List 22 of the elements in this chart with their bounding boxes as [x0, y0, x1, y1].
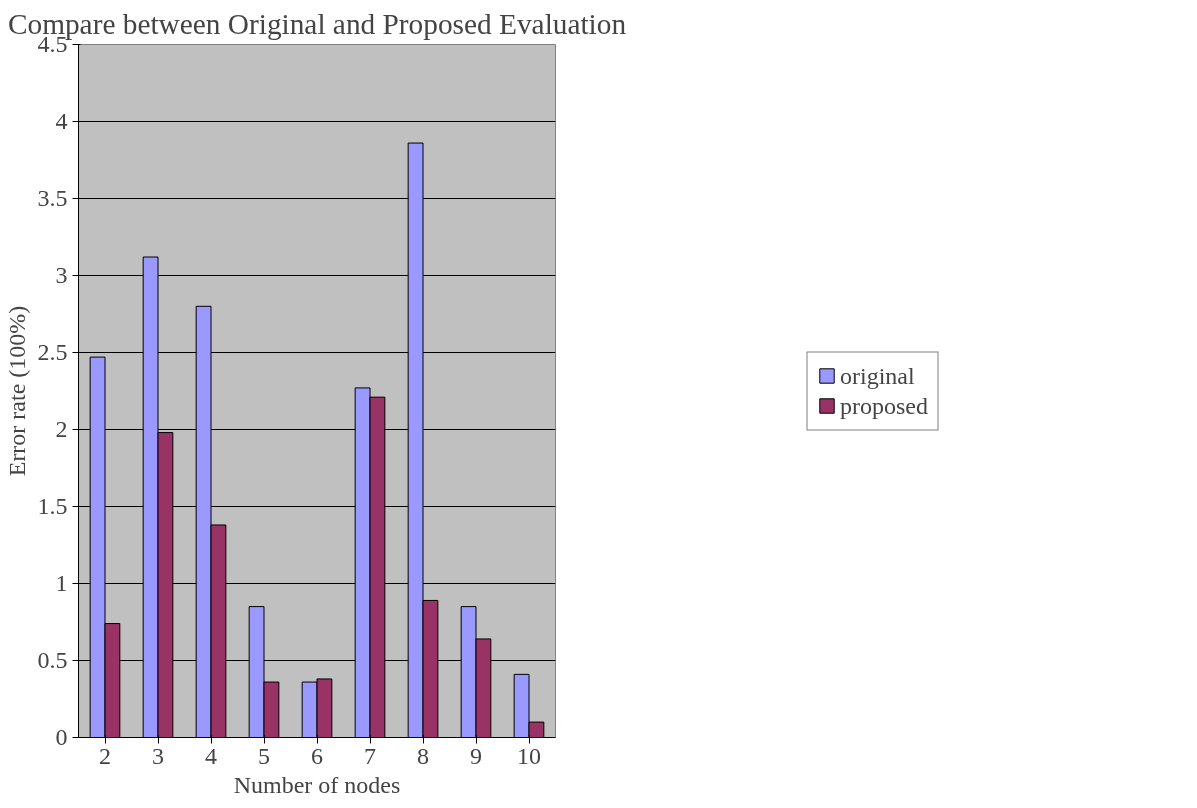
- x-tick-label: 9: [470, 742, 482, 769]
- x-tick-label: 4: [205, 742, 217, 769]
- x-tick-label: 10: [517, 742, 541, 769]
- y-tick-label: 1: [55, 570, 68, 596]
- y-tick-label: 3: [55, 262, 68, 288]
- legend-label: proposed: [840, 392, 928, 419]
- x-tick-label: 3: [152, 742, 164, 769]
- y-tick-label: 1.5: [37, 493, 68, 519]
- y-tick-label: 3.5: [37, 185, 68, 211]
- y-axis-title: Error rate (100%): [3, 305, 30, 477]
- x-tick-label: 2: [99, 742, 111, 769]
- x-tick-label: 5: [258, 742, 270, 769]
- x-axis-title: Number of nodes: [233, 771, 401, 798]
- y-tick-label: 0.5: [37, 647, 68, 673]
- y-tick-label: 2.5: [37, 339, 68, 365]
- x-tick-label: 7: [364, 742, 376, 769]
- x-tick-label: 6: [311, 742, 323, 769]
- legend-label: original: [840, 362, 915, 389]
- x-tick-label: 8: [417, 742, 429, 769]
- y-tick-label: 4: [55, 108, 68, 134]
- y-tick-label: 0: [55, 724, 68, 750]
- y-tick-label: 2: [55, 416, 68, 442]
